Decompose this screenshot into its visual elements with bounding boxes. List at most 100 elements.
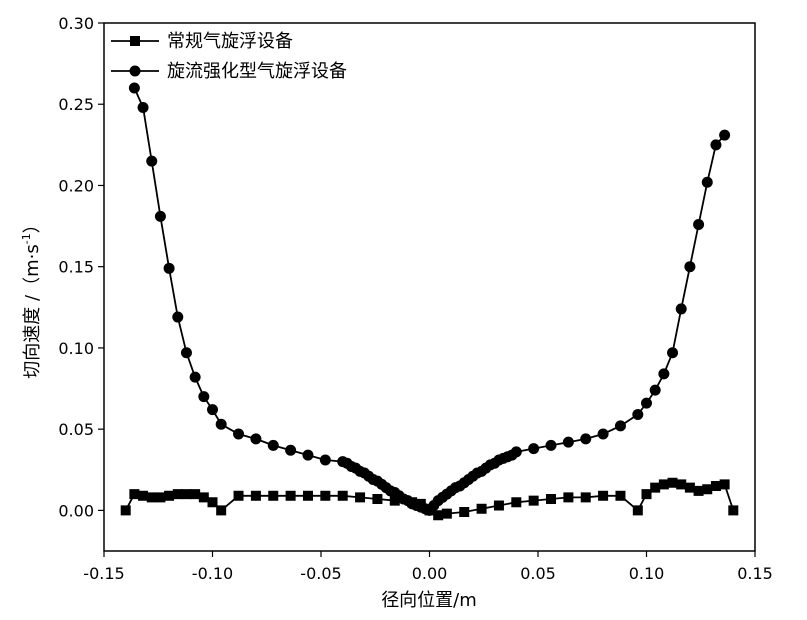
circle-point bbox=[545, 439, 557, 451]
x-tick-label: 0.10 bbox=[629, 564, 665, 583]
circle-point bbox=[233, 428, 245, 440]
legend: 常规气旋浮设备 旋流强化型气旋浮设备 bbox=[111, 31, 347, 82]
series-markers bbox=[120, 82, 739, 521]
square-point bbox=[302, 490, 313, 501]
x-tick-label: -0.10 bbox=[192, 564, 233, 583]
y-tick-label: 0.20 bbox=[58, 176, 94, 195]
x-tick-label: 0.15 bbox=[737, 564, 773, 583]
y-tick-label: 0.10 bbox=[58, 339, 94, 358]
y-axis-title-sup: -1 bbox=[20, 233, 33, 244]
square-point bbox=[598, 490, 609, 501]
circle-point bbox=[198, 391, 210, 403]
circle-point bbox=[649, 384, 661, 396]
circle-point bbox=[719, 129, 731, 141]
circle-point bbox=[302, 449, 314, 461]
square-point bbox=[684, 482, 695, 493]
y-axis-title-main: 切向速度 /（m·s bbox=[22, 244, 43, 378]
square-point bbox=[355, 492, 366, 503]
x-axis-title: 径向位置/m bbox=[381, 590, 477, 611]
series-lines bbox=[124, 87, 735, 517]
square-point bbox=[146, 492, 157, 503]
circle-point bbox=[684, 261, 696, 273]
circle-point bbox=[667, 347, 679, 359]
circle-point bbox=[207, 404, 218, 416]
square-point bbox=[710, 481, 721, 492]
square-point bbox=[441, 508, 452, 519]
square-point bbox=[372, 494, 383, 505]
legend-label-series-1: 常规气旋浮设备 bbox=[167, 31, 293, 52]
square-point bbox=[129, 489, 140, 500]
square-point bbox=[216, 505, 227, 516]
square-point bbox=[433, 510, 444, 521]
legend-label-series-2: 旋流强化型气旋浮设备 bbox=[167, 61, 347, 82]
circle-point bbox=[580, 433, 592, 445]
circle-point bbox=[693, 218, 705, 230]
circle-point bbox=[285, 444, 297, 456]
square-point bbox=[155, 492, 166, 503]
square-point bbox=[459, 507, 470, 518]
square-point bbox=[181, 489, 192, 500]
circle-point bbox=[267, 439, 279, 451]
square-point bbox=[138, 490, 149, 501]
square-point bbox=[641, 489, 652, 500]
circle-point bbox=[641, 397, 652, 409]
square-point bbox=[580, 492, 591, 503]
square-point bbox=[164, 490, 175, 501]
legend-marker-circle bbox=[129, 65, 141, 77]
circle-point bbox=[180, 347, 192, 359]
square-point bbox=[511, 497, 522, 508]
square-point bbox=[207, 497, 218, 508]
x-tick-label: -0.05 bbox=[300, 564, 341, 583]
y-tick-label: 0.15 bbox=[58, 258, 94, 277]
circle-point bbox=[250, 433, 262, 445]
x-tick-label: 0.05 bbox=[520, 564, 556, 583]
circle-point bbox=[710, 139, 722, 151]
square-point bbox=[172, 489, 183, 500]
x-tick-label: -0.15 bbox=[83, 564, 124, 583]
circle-point bbox=[154, 210, 166, 222]
y-tick-label: 0.05 bbox=[58, 420, 94, 439]
square-point bbox=[493, 500, 504, 511]
circle-point bbox=[128, 82, 140, 94]
square-point bbox=[476, 503, 487, 514]
circle-point bbox=[528, 443, 540, 455]
square-point bbox=[389, 495, 400, 506]
square-point bbox=[667, 477, 678, 488]
square-point bbox=[658, 479, 669, 490]
y-tick-label: 0.25 bbox=[58, 95, 94, 114]
circle-point bbox=[215, 418, 227, 430]
square-point bbox=[285, 490, 296, 501]
square-point bbox=[615, 490, 626, 501]
square-point bbox=[250, 490, 261, 501]
square-point bbox=[320, 490, 331, 501]
square-point bbox=[650, 482, 661, 493]
square-point bbox=[268, 490, 279, 501]
square-point bbox=[702, 484, 713, 495]
legend-marker-square bbox=[130, 36, 140, 46]
svg-text:切向速度 /（m·s-1）: 切向速度 /（m·s-1） bbox=[20, 215, 43, 378]
square-point bbox=[676, 479, 687, 490]
circle-point bbox=[319, 454, 331, 466]
circle-point bbox=[163, 262, 175, 274]
square-point bbox=[120, 505, 131, 516]
circle-point bbox=[137, 101, 149, 113]
square-point bbox=[190, 489, 201, 500]
y-tick-label: 0.30 bbox=[58, 14, 94, 33]
square-point bbox=[632, 505, 643, 516]
y-tick-label: 0.00 bbox=[58, 501, 94, 520]
square-point bbox=[337, 490, 348, 501]
y-axis-title-close: ） bbox=[22, 215, 43, 233]
square-point bbox=[719, 479, 730, 490]
y-axis-title: 切向速度 /（m·s-1） bbox=[20, 215, 43, 378]
plot-frame bbox=[103, 22, 756, 552]
series-line-2 bbox=[133, 87, 726, 512]
circle-point bbox=[562, 436, 574, 448]
circle-point bbox=[597, 428, 609, 440]
square-point bbox=[563, 492, 574, 503]
circle-point bbox=[510, 446, 522, 458]
circle-point bbox=[189, 371, 201, 383]
circle-point bbox=[701, 176, 713, 188]
square-point bbox=[728, 505, 739, 516]
circle-point bbox=[632, 409, 644, 421]
